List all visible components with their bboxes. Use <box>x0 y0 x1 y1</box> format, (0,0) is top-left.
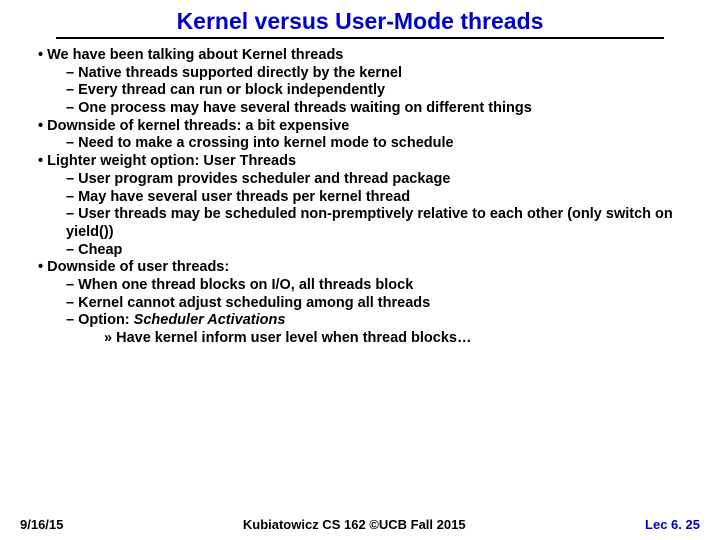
title-rule <box>56 37 664 39</box>
bullet-4c-pre: Option: <box>78 312 134 328</box>
bullet-1a: Native threads supported directly by the… <box>66 65 694 83</box>
slide-body: We have been talking about Kernel thread… <box>0 47 720 348</box>
bullet-3c: User threads may be scheduled non-prempt… <box>66 206 694 241</box>
bullet-1c: One process may have several threads wai… <box>66 100 694 118</box>
bullet-4b: Kernel cannot adjust scheduling among al… <box>66 295 694 313</box>
slide-title: Kernel versus User-Mode threads <box>0 0 720 37</box>
footer-date: 9/16/15 <box>20 517 63 532</box>
bullet-3a: User program provides scheduler and thre… <box>66 171 694 189</box>
bullet-4c-em: Scheduler Activations <box>134 312 286 328</box>
bullet-3b: May have several user threads per kernel… <box>66 189 694 207</box>
bullet-4c1: Have kernel inform user level when threa… <box>104 330 694 348</box>
footer-lecnum: Lec 6. 25 <box>645 517 700 532</box>
bullet-3: Lighter weight option: User Threads <box>38 153 694 171</box>
bullet-4a: When one thread blocks on I/O, all threa… <box>66 277 694 295</box>
slide-footer: 9/16/15 Kubiatowicz CS 162 ©UCB Fall 201… <box>0 517 720 532</box>
bullet-1: We have been talking about Kernel thread… <box>38 47 694 65</box>
bullet-1b: Every thread can run or block independen… <box>66 82 694 100</box>
bullet-4c: Option: Scheduler Activations <box>66 312 694 330</box>
bullet-2a: Need to make a crossing into kernel mode… <box>66 135 694 153</box>
bullet-3d: Cheap <box>66 242 694 260</box>
bullet-2: Downside of kernel threads: a bit expens… <box>38 118 694 136</box>
bullet-4: Downside of user threads: <box>38 259 694 277</box>
footer-course: Kubiatowicz CS 162 ©UCB Fall 2015 <box>243 517 466 532</box>
